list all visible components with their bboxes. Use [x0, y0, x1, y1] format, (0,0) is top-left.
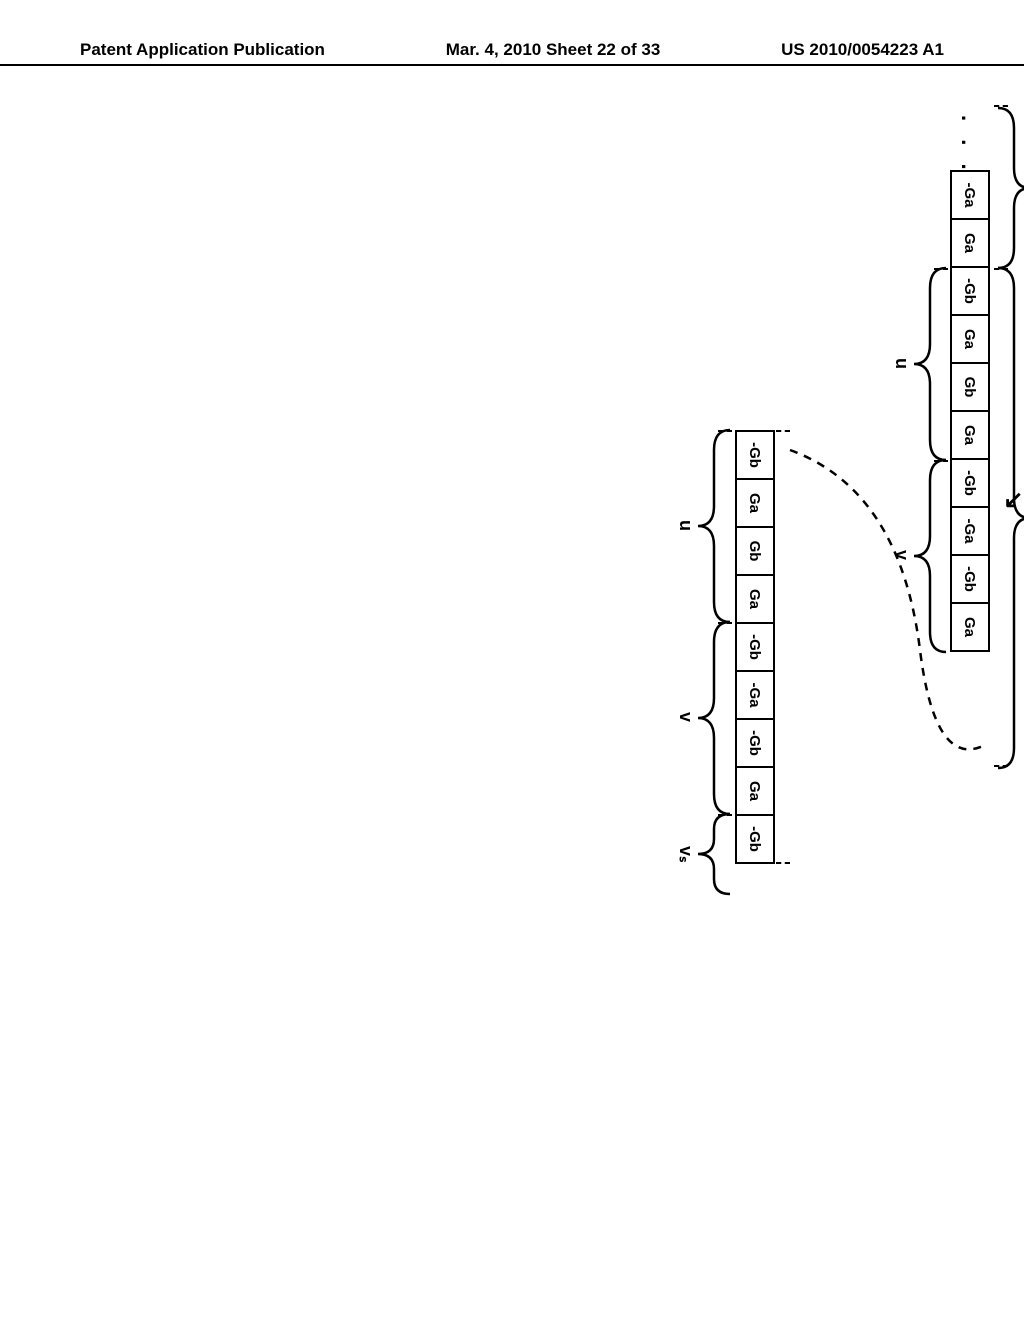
brace-stf — [994, 108, 1024, 268]
label-row2-u: u — [675, 520, 696, 531]
cell: Gb — [950, 362, 990, 412]
figure-22: FIG. 22 690 ↘ . . . STF CEF -Ga Ga -Gb G… — [90, 370, 990, 870]
cell: -Gb — [735, 814, 775, 864]
header-mid: Mar. 4, 2010 Sheet 22 of 33 — [446, 40, 661, 60]
cell: Ga — [950, 314, 990, 364]
sequence-row-1: -Ga Ga -Gb Ga Gb Ga -Gb -Ga -Gb Ga — [950, 170, 990, 652]
cell: Gb — [735, 526, 775, 576]
cell: Ga — [950, 410, 990, 460]
cell: -Ga — [950, 506, 990, 556]
dash-tick — [994, 268, 1008, 270]
ellipsis: . . . — [956, 115, 982, 176]
dash-connector — [760, 450, 930, 790]
cell: Ga — [735, 766, 775, 816]
brace-row1-u — [910, 268, 946, 460]
brace-row2-u — [694, 430, 730, 622]
header-right: US 2010/0054223 A1 — [781, 40, 944, 60]
header-left: Patent Application Publication — [80, 40, 325, 60]
dash-tick — [994, 105, 1008, 107]
brace-cef — [994, 268, 1024, 768]
cell: Ga — [950, 602, 990, 652]
cell: -Ga — [950, 170, 990, 220]
label-row1-u: u — [891, 358, 912, 369]
cell: -Gb — [950, 554, 990, 604]
brace-row2-v — [694, 622, 730, 814]
cell: -Gb — [735, 430, 775, 480]
label-row2-vs: vₛ — [675, 846, 696, 863]
page-header: Patent Application Publication Mar. 4, 2… — [0, 40, 1024, 66]
brace-row2-vs — [694, 814, 730, 894]
cell: Ga — [950, 218, 990, 268]
cell: -Ga — [735, 670, 775, 720]
dash-tick — [776, 862, 790, 864]
cell: -Gb — [950, 458, 990, 508]
sequence-row-2: -Gb Ga Gb Ga -Gb -Ga -Gb Ga -Gb — [735, 430, 775, 864]
dash-tick — [776, 430, 790, 432]
cell: -Gb — [735, 718, 775, 768]
cell: -Gb — [735, 622, 775, 672]
dash-tick — [994, 765, 1008, 767]
cell: Ga — [735, 574, 775, 624]
cell: Ga — [735, 478, 775, 528]
label-row2-v: v — [675, 712, 696, 722]
cell: -Gb — [950, 266, 990, 316]
